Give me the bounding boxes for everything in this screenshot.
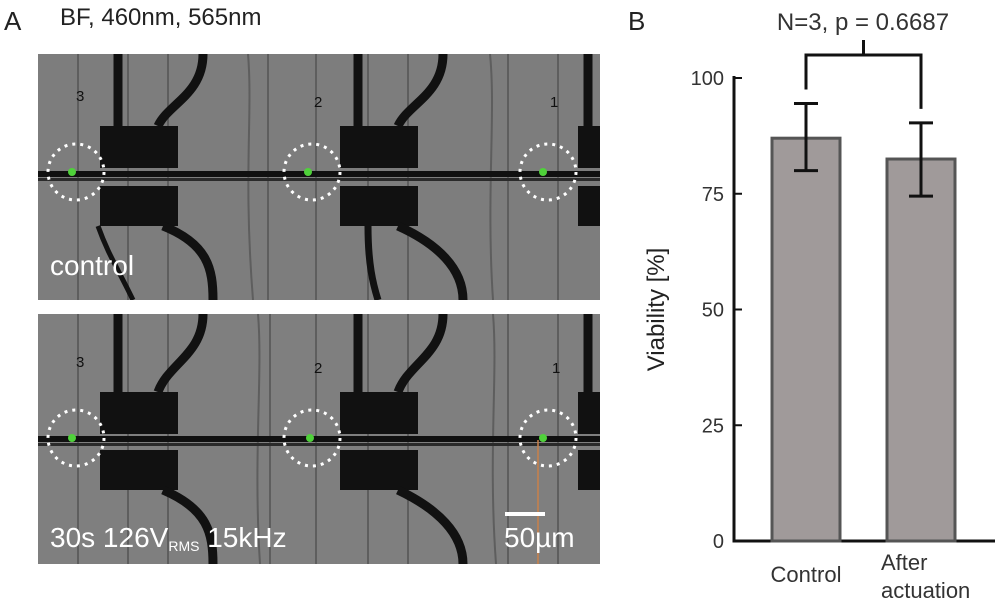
y-tick-label: 50 [702, 300, 724, 322]
x-tick-label-line: Control [771, 562, 842, 587]
actuation-caption-subscript: RMS [168, 538, 200, 554]
scale-bar-label: 50µm [504, 522, 575, 553]
site-label: 2 [314, 360, 323, 377]
site-label: 3 [76, 354, 85, 371]
x-tick-label-line: After [881, 550, 927, 575]
chart-title: N=3, p = 0.6687 [777, 9, 949, 36]
actuation-caption: 30s 126VRMS 15kHz [50, 522, 287, 554]
panel-a-letter: A [4, 6, 22, 36]
site-label: 1 [552, 360, 561, 377]
y-tick-label: 100 [691, 68, 724, 90]
y-axis-label: Viability [%] [643, 248, 670, 372]
y-tick-label: 0 [713, 531, 724, 553]
panel-a-header: BF, 460nm, 565nm [60, 4, 262, 31]
site-label: 1 [550, 94, 559, 111]
micrograph-actuated-drawing [38, 314, 600, 564]
x-tick-label: Control [771, 562, 842, 587]
actuation-caption-prefix: 30s 126V [50, 522, 169, 553]
scale-bar [505, 512, 545, 516]
micrograph-control: 3 2 1 control [38, 54, 600, 300]
y-tick-label: 25 [702, 415, 724, 437]
x-tick-label-line: actuation [881, 578, 970, 603]
micrograph-actuated: 3 2 1 30s 126VRMS 15kHz 50µm [38, 314, 600, 564]
panel-b-letter: B [628, 6, 646, 36]
micrograph-control-drawing [38, 54, 600, 300]
actuation-caption-suffix: 15kHz [199, 522, 287, 553]
x-tick-label: After actuation [881, 550, 970, 603]
bar [770, 136, 842, 543]
bar [885, 157, 957, 543]
y-tick-label: 75 [702, 184, 724, 206]
control-caption: control [50, 250, 135, 281]
site-label: 3 [76, 88, 85, 105]
site-label: 2 [314, 94, 323, 111]
viability-bar-chart: N=3, p = 0.6687 0 25 50 75 100 Control After ac… [643, 9, 995, 603]
significance-bracket [804, 53, 923, 109]
